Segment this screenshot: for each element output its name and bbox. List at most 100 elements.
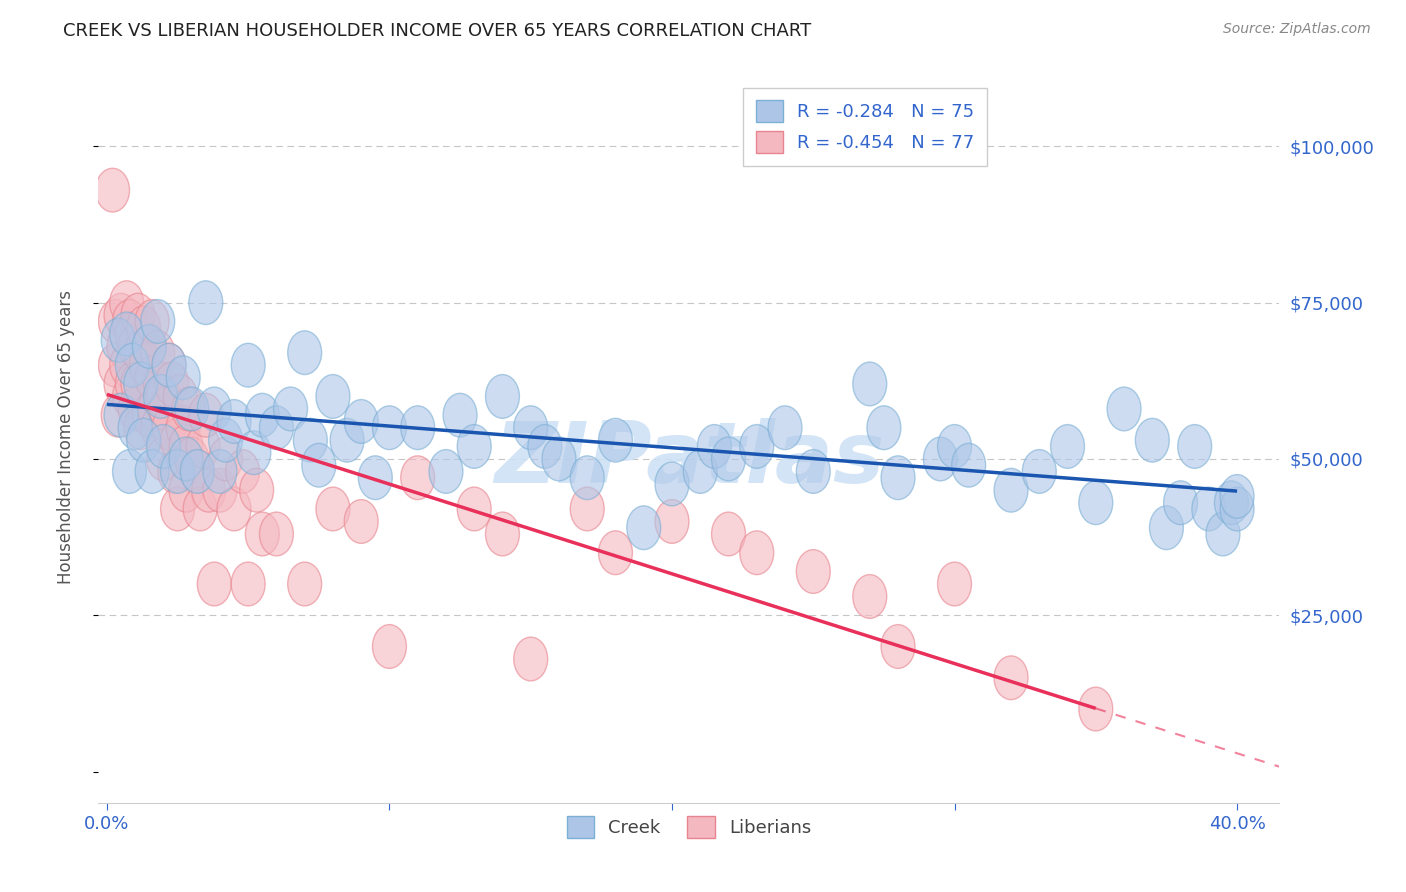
Ellipse shape <box>157 450 191 493</box>
Text: CREEK VS LIBERIAN HOUSEHOLDER INCOME OVER 65 YEARS CORRELATION CHART: CREEK VS LIBERIAN HOUSEHOLDER INCOME OVE… <box>63 22 811 40</box>
Ellipse shape <box>697 425 731 468</box>
Ellipse shape <box>135 450 169 493</box>
Ellipse shape <box>112 450 146 493</box>
Ellipse shape <box>938 425 972 468</box>
Ellipse shape <box>938 562 972 606</box>
Ellipse shape <box>127 306 160 350</box>
Ellipse shape <box>112 300 146 343</box>
Ellipse shape <box>882 456 915 500</box>
Ellipse shape <box>169 468 202 512</box>
Ellipse shape <box>155 362 188 406</box>
Ellipse shape <box>236 431 271 475</box>
Ellipse shape <box>683 450 717 493</box>
Ellipse shape <box>457 425 491 468</box>
Ellipse shape <box>174 437 208 481</box>
Ellipse shape <box>124 406 157 450</box>
Ellipse shape <box>188 393 222 437</box>
Ellipse shape <box>571 456 605 500</box>
Ellipse shape <box>952 443 986 487</box>
Ellipse shape <box>115 362 149 406</box>
Ellipse shape <box>527 425 562 468</box>
Ellipse shape <box>543 437 576 481</box>
Ellipse shape <box>571 487 605 531</box>
Ellipse shape <box>513 637 548 681</box>
Ellipse shape <box>104 293 138 337</box>
Ellipse shape <box>373 406 406 450</box>
Ellipse shape <box>132 325 166 368</box>
Ellipse shape <box>163 375 197 418</box>
Ellipse shape <box>599 531 633 574</box>
Ellipse shape <box>135 356 169 400</box>
Ellipse shape <box>359 456 392 500</box>
Ellipse shape <box>231 343 266 387</box>
Ellipse shape <box>316 375 350 418</box>
Ellipse shape <box>104 362 138 406</box>
Ellipse shape <box>129 343 163 387</box>
Ellipse shape <box>107 325 141 368</box>
Ellipse shape <box>245 512 280 556</box>
Legend: Creek, Liberians: Creek, Liberians <box>560 808 818 845</box>
Ellipse shape <box>1078 687 1112 731</box>
Ellipse shape <box>135 300 169 343</box>
Ellipse shape <box>115 312 149 356</box>
Ellipse shape <box>110 312 143 356</box>
Ellipse shape <box>121 293 155 337</box>
Ellipse shape <box>294 418 328 462</box>
Ellipse shape <box>274 387 308 431</box>
Ellipse shape <box>225 450 260 493</box>
Ellipse shape <box>141 406 174 450</box>
Ellipse shape <box>141 300 174 343</box>
Ellipse shape <box>1050 425 1084 468</box>
Ellipse shape <box>160 487 194 531</box>
Ellipse shape <box>98 343 132 387</box>
Ellipse shape <box>288 562 322 606</box>
Ellipse shape <box>188 281 222 325</box>
Ellipse shape <box>260 512 294 556</box>
Ellipse shape <box>994 656 1028 699</box>
Ellipse shape <box>740 531 773 574</box>
Ellipse shape <box>197 562 231 606</box>
Ellipse shape <box>115 343 149 387</box>
Ellipse shape <box>655 462 689 506</box>
Ellipse shape <box>110 343 143 387</box>
Ellipse shape <box>132 325 166 368</box>
Ellipse shape <box>853 362 887 406</box>
Ellipse shape <box>127 418 160 462</box>
Ellipse shape <box>853 574 887 618</box>
Ellipse shape <box>132 393 166 437</box>
Text: ZIPatlas: ZIPatlas <box>494 417 884 500</box>
Ellipse shape <box>401 406 434 450</box>
Y-axis label: Householder Income Over 65 years: Householder Income Over 65 years <box>56 290 75 584</box>
Ellipse shape <box>711 512 745 556</box>
Ellipse shape <box>169 425 202 468</box>
Ellipse shape <box>443 393 477 437</box>
Ellipse shape <box>217 487 252 531</box>
Ellipse shape <box>1192 487 1226 531</box>
Ellipse shape <box>796 549 830 593</box>
Ellipse shape <box>1220 475 1254 518</box>
Ellipse shape <box>124 362 157 406</box>
Ellipse shape <box>485 512 519 556</box>
Ellipse shape <box>485 375 519 418</box>
Ellipse shape <box>152 406 186 450</box>
Ellipse shape <box>882 624 915 668</box>
Ellipse shape <box>302 443 336 487</box>
Ellipse shape <box>146 425 180 468</box>
Ellipse shape <box>172 387 205 431</box>
Ellipse shape <box>202 450 236 493</box>
Ellipse shape <box>101 318 135 362</box>
Ellipse shape <box>180 450 214 493</box>
Ellipse shape <box>655 500 689 543</box>
Ellipse shape <box>513 406 548 450</box>
Ellipse shape <box>146 437 180 481</box>
Ellipse shape <box>160 450 194 493</box>
Text: Source: ZipAtlas.com: Source: ZipAtlas.com <box>1223 22 1371 37</box>
Ellipse shape <box>124 331 157 375</box>
Ellipse shape <box>994 468 1028 512</box>
Ellipse shape <box>1215 481 1249 524</box>
Ellipse shape <box>288 331 322 375</box>
Ellipse shape <box>146 375 180 418</box>
Ellipse shape <box>796 450 830 493</box>
Ellipse shape <box>217 400 252 443</box>
Ellipse shape <box>344 400 378 443</box>
